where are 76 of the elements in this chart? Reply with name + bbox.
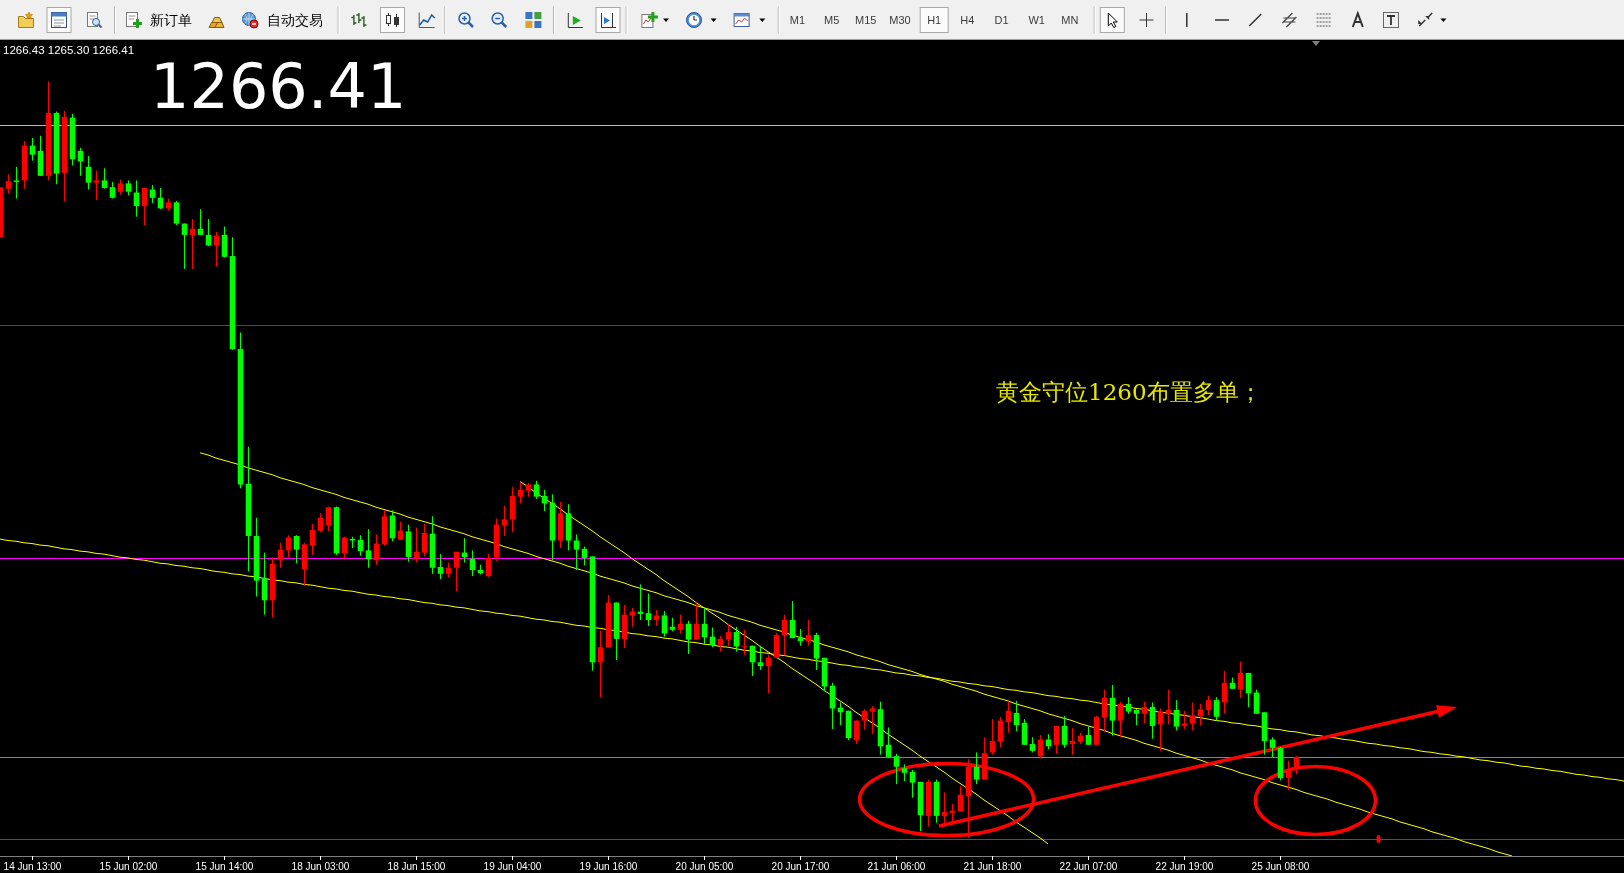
candlestick [173,200,180,226]
candlestick [1197,703,1204,727]
candlestick [645,592,652,627]
candlestick [421,523,428,557]
text: D1 [994,14,1009,26]
candlestick [317,512,324,533]
text: H4 [960,14,975,26]
x-tick-label: 15 Jun 02:00 [99,860,158,872]
candlestick [773,632,780,659]
candlestick [1109,684,1116,737]
candlestick [1149,701,1156,740]
candlestick [1269,736,1276,758]
candlestick [893,753,900,785]
candlestick [813,632,820,671]
candlestick [285,534,292,558]
text: H1 [927,14,942,26]
candlestick [1061,715,1068,749]
x-tick-label: 18 Jun 03:00 [291,860,350,872]
candlestick [101,167,108,190]
text: M5 [824,14,840,26]
candlestick [13,166,20,200]
candlestick [1037,734,1044,759]
candlestick [149,184,156,204]
candlestick [133,179,140,218]
candlestick [725,623,732,647]
text: MN [1061,14,1079,26]
x-tick-label: 19 Jun 16:00 [579,860,638,872]
x-tick-label: 21 Jun 06:00 [867,860,926,872]
x-tick-label: 15 Jun 14:00 [195,860,254,872]
candlestick [1053,725,1060,755]
candlestick [93,170,100,201]
text: W1 [1028,14,1045,26]
candlestick [517,481,524,504]
candlestick [5,173,12,194]
candlestick [413,527,420,563]
candlestick [661,610,668,638]
candlestick [973,751,980,785]
candlestick [85,155,92,190]
candlestick [1173,699,1180,731]
candlestick [1189,701,1196,731]
candlestick [941,791,948,827]
candlestick [309,523,316,556]
candlestick [1237,661,1244,699]
candlestick [1205,695,1212,716]
text: 1266.43 1265.30 1266.41 [3,44,135,56]
candlestick [685,620,692,655]
x-tick-label: 20 Jun 05:00 [675,860,734,872]
candlestick [909,769,916,799]
candlestick [1141,701,1148,725]
x-tick-label: 20 Jun 17:00 [771,860,830,872]
candlestick [861,708,868,731]
x-tick-label: 22 Jun 19:00 [1155,860,1214,872]
x-tick-label: 19 Jun 04:00 [483,860,542,872]
candlestick [1157,707,1164,752]
x-tick-label: 14 Jun 13:00 [3,860,62,872]
x-tick-label: 25 Jun 08:00 [1251,860,1310,872]
candlestick [1117,701,1124,738]
text: 自动交易 [267,12,323,28]
text: M1 [789,14,806,26]
annotation: 1266.41 [150,50,407,123]
candlestick [437,553,444,580]
x-tick-label: 22 Jun 07:00 [1059,860,1118,872]
text: M30 [889,14,911,26]
candlestick [1213,696,1220,722]
x-tick-label: 21 Jun 18:00 [963,860,1022,872]
candlestick [453,551,460,592]
candlestick [693,602,700,641]
annotation: 黄金守位1260布置多单； [996,379,1262,405]
text: 新订单 [150,12,192,28]
candlestick [293,534,300,564]
candlestick [1165,689,1172,725]
candlestick [757,645,764,671]
text: M15 [855,14,877,26]
candlestick [1085,726,1092,746]
candlestick [1101,689,1108,733]
x-tick-label: 18 Jun 15:00 [387,860,446,872]
